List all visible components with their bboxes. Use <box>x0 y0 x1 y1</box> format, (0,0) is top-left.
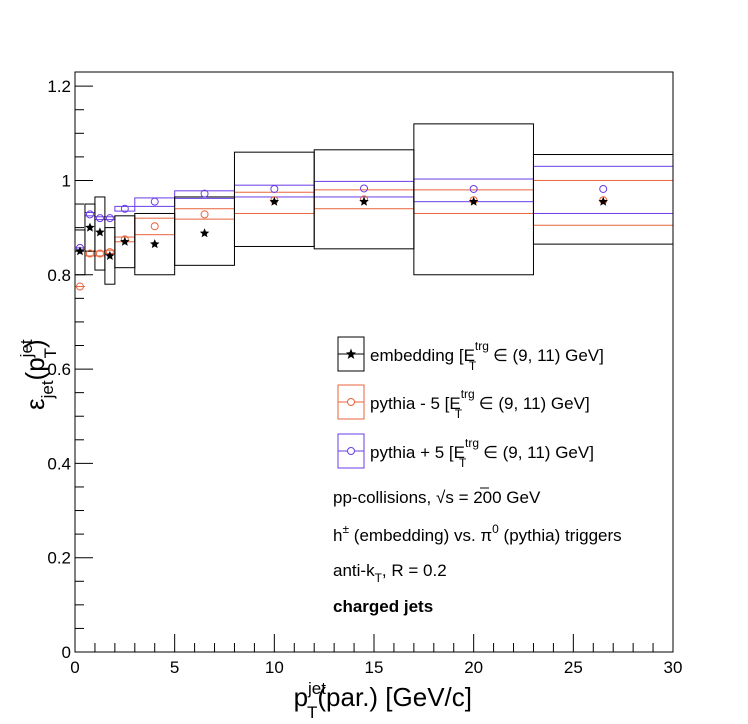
x-tick-label: 20 <box>464 658 483 677</box>
data-point-pythia-minus <box>85 249 94 258</box>
x-tick-label: 30 <box>664 658 683 677</box>
data-point-pythia-plus <box>150 197 159 206</box>
annotation-collisions: pp-collisions, √s = 200 GeV <box>333 488 541 507</box>
data-point-pythia-plus <box>200 189 209 198</box>
y-tick-label: 1.2 <box>47 77 71 96</box>
data-point-pythia-plus <box>360 184 369 193</box>
y-tick-label: 0.8 <box>47 266 71 285</box>
data-point-pythia-minus <box>150 222 159 231</box>
x-tick-label: 15 <box>365 658 384 677</box>
y-tick-label: 1 <box>62 171 71 190</box>
legend-marker-embedding <box>346 348 356 359</box>
data-point-embedding <box>95 227 105 237</box>
x-axis-title: pjet T(par.) [GeV/c] <box>294 679 472 722</box>
data-point-embedding <box>269 196 280 206</box>
data-point-embedding <box>120 236 130 246</box>
x-axis-ticks: 0 5 10 15 20 25 30 <box>70 634 682 677</box>
data-point-embedding <box>468 196 479 206</box>
legend-label-pythia-plus: pythia + 5 [Etrg T ∈ (9, 11) GeV] <box>370 436 594 470</box>
annotation-triggers: h± (embedding) vs. π0 (pythia) triggers <box>333 522 622 545</box>
data-point-embedding <box>359 196 369 206</box>
y-tick-label: 0 <box>62 643 71 662</box>
data-point-pythia-minus <box>95 249 104 258</box>
data-point-embedding <box>149 239 160 249</box>
legend-entry-pythia-minus: pythia - 5 [Etrg T ∈ (9, 11) GeV] <box>337 384 590 421</box>
annotation-algorithm: anti-kT, R = 0.2 <box>333 561 447 585</box>
annotations: pp-collisions, √s = 200 GeV h± (embeddin… <box>333 487 622 616</box>
data-point-pythia-plus <box>599 184 608 193</box>
data-point-pythia-plus <box>105 214 114 223</box>
y-tick-label: 0.2 <box>47 549 71 568</box>
sys-box <box>114 205 136 212</box>
legend: embedding [Etrg T ∈ (9, 11) GeV] pythia -… <box>337 336 604 470</box>
data-point-pythia-plus <box>95 214 104 223</box>
data-point-embedding <box>85 222 95 232</box>
data-point-embedding <box>105 250 115 260</box>
data-point-pythia-plus <box>270 184 279 193</box>
data-point-pythia-plus <box>469 184 478 193</box>
data-point-pythia-minus <box>200 210 209 219</box>
legend-entry-embedding: embedding [Etrg T ∈ (9, 11) GeV] <box>337 336 604 373</box>
data-point-pythia-minus <box>75 282 84 291</box>
legend-label-embedding: embedding [Etrg T ∈ (9, 11) GeV] <box>370 339 604 373</box>
data-point-embedding <box>199 228 210 238</box>
data-point-pythia-plus <box>120 204 129 213</box>
y-axis-ticks: 0 0.2 0.4 0.6 0.8 1 1.2 <box>47 77 93 662</box>
y-tick-label: 0.4 <box>47 454 71 473</box>
annotation-charged-jets: charged jets <box>333 597 433 616</box>
y-tick-label: 0.6 <box>47 360 71 379</box>
legend-entry-pythia-plus: pythia + 5 [Etrg T ∈ (9, 11) GeV] <box>337 433 594 470</box>
legend-label-pythia-minus: pythia - 5 [Etrg T ∈ (9, 11) GeV] <box>370 387 590 421</box>
data-point-embedding <box>598 196 608 206</box>
x-tick-label: 10 <box>265 658 284 677</box>
x-tick-label: 0 <box>70 658 79 677</box>
y-axis-title: εjet(pjet T) <box>17 339 60 410</box>
data-point-pythia-plus <box>85 210 94 219</box>
systematic-boxes <box>74 123 674 288</box>
x-tick-label: 25 <box>564 658 583 677</box>
legend-marker-pythia-minus <box>347 398 355 406</box>
x-tick-label: 5 <box>170 658 179 677</box>
legend-marker-pythia-plus <box>347 447 355 455</box>
data-markers <box>75 184 608 291</box>
